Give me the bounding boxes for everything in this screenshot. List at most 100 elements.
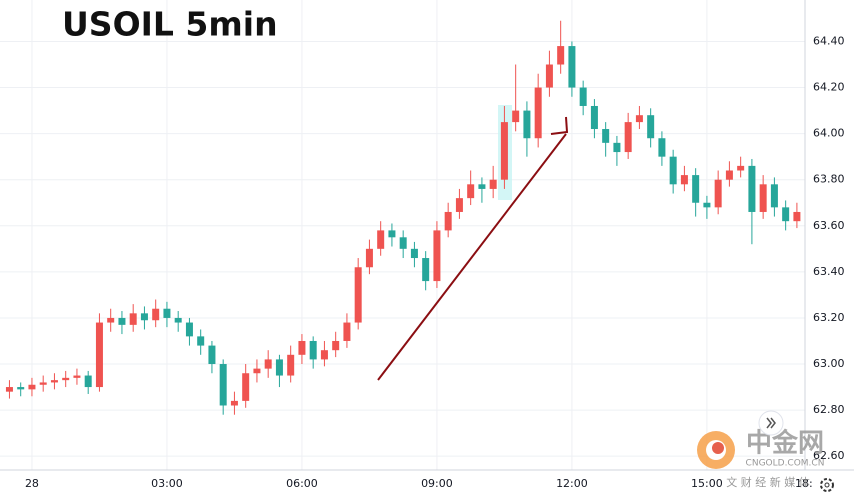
candle-body: [512, 110, 520, 123]
candle-body: [129, 313, 137, 325]
candle-body: [545, 64, 553, 88]
candle-body: [5, 387, 13, 392]
candle-body: [174, 317, 182, 323]
candle-body: [185, 322, 193, 337]
candle-body: [680, 175, 688, 185]
candle-body: [28, 384, 36, 390]
candle-body: [163, 308, 171, 318]
arrow-head: [550, 116, 569, 135]
y-tick-label: 64.40: [813, 34, 845, 47]
y-tick-label: 64.00: [813, 127, 845, 140]
candle-body: [253, 368, 261, 374]
candle-body: [50, 380, 58, 383]
y-tick-label: 63.20: [813, 311, 845, 324]
candle-body: [62, 377, 70, 381]
candle-body: [523, 110, 531, 139]
candle-body: [264, 359, 272, 369]
candle-body: [624, 122, 632, 153]
candle-body: [557, 46, 565, 65]
y-tick-label: 62.60: [813, 449, 845, 462]
watermark-name: 中金网: [746, 428, 824, 459]
x-tick-label: 06:00: [286, 477, 318, 490]
candle-body: [298, 340, 306, 355]
candle-body: [669, 156, 677, 185]
candle-body: [613, 142, 621, 153]
y-tick-label: 62.80: [813, 403, 845, 416]
price-axis-panel: [805, 0, 854, 501]
candle-body: [388, 230, 396, 238]
candle-body: [73, 375, 81, 378]
candle-body: [635, 115, 643, 123]
candle-body: [39, 382, 47, 385]
scroll-icon: [766, 417, 772, 429]
trend-arrow: [377, 133, 567, 381]
candle-body: [320, 350, 328, 360]
candle-body: [152, 308, 160, 321]
candle-body: [332, 340, 340, 351]
candle-body: [219, 364, 227, 406]
candle-body: [208, 345, 216, 365]
candle-body: [568, 46, 576, 88]
y-tick-label: 63.00: [813, 357, 845, 370]
candle-body: [365, 248, 373, 268]
candle-body: [647, 115, 655, 139]
y-tick-label: 63.40: [813, 265, 845, 278]
x-tick-label: 28: [25, 477, 39, 490]
candle-body: [703, 202, 711, 208]
y-tick-label: 64.20: [813, 81, 845, 94]
candle-body: [230, 400, 238, 406]
watermark: 中金网 CNGOLD.COM.CN 文 财 经 新 媒 体: [697, 428, 825, 489]
candle-body: [782, 207, 790, 222]
candles: [5, 20, 801, 415]
gear-center: [824, 482, 830, 488]
x-tick-label: 09:00: [421, 477, 453, 490]
candle-body: [500, 122, 508, 180]
candle-body: [737, 165, 745, 171]
chart-title: USOIL 5min: [62, 5, 278, 44]
axes: 62.60 62.80 63.00 63.20 63.40 63.60 63.80 64.00…: [25, 34, 845, 490]
candle-body: [478, 184, 486, 189]
candle-body: [118, 317, 126, 325]
candle-body: [725, 170, 733, 180]
candle-body: [84, 375, 92, 388]
settings-button[interactable]: [820, 478, 834, 492]
candle-body: [17, 387, 25, 390]
candle-body: [467, 184, 475, 199]
candle-body: [309, 340, 317, 360]
candle-body: [422, 258, 430, 282]
candle-body: [748, 165, 756, 212]
y-tick-label: 63.80: [813, 173, 845, 186]
candle-body: [343, 322, 351, 341]
candle-body: [455, 198, 463, 212]
candle-body: [658, 138, 666, 157]
candle-body: [793, 211, 801, 222]
candle-body: [579, 87, 587, 106]
candle-body: [354, 267, 362, 323]
x-tick-label: 15:00: [691, 477, 723, 490]
scroll-icon: [770, 417, 776, 429]
candle-body: [770, 184, 778, 208]
candle-body: [602, 129, 610, 143]
candle-body: [140, 313, 148, 321]
candle-body: [433, 230, 441, 282]
candle-body: [107, 317, 115, 323]
candle-body: [590, 105, 598, 130]
scroll-button[interactable]: [758, 410, 784, 436]
candle-body: [692, 175, 700, 203]
candle-body: [242, 373, 250, 401]
candle-body: [399, 237, 407, 249]
x-tick-label: 12:00: [556, 477, 588, 490]
candle-body: [410, 248, 418, 259]
logo-dot: [712, 442, 724, 454]
candle-body: [534, 87, 542, 139]
candle-body: [489, 179, 497, 189]
x-tick-label: 18:: [795, 477, 813, 490]
watermark-url: CNGOLD.COM.CN: [746, 459, 825, 469]
x-tick-label: 03:00: [151, 477, 183, 490]
candle-body: [714, 179, 722, 208]
y-tick-label: 63.60: [813, 219, 845, 232]
watermark-slogan: 文 财 经 新 媒 体: [726, 475, 809, 489]
candle-body: [377, 230, 385, 249]
gear[interactable]: [820, 478, 834, 492]
